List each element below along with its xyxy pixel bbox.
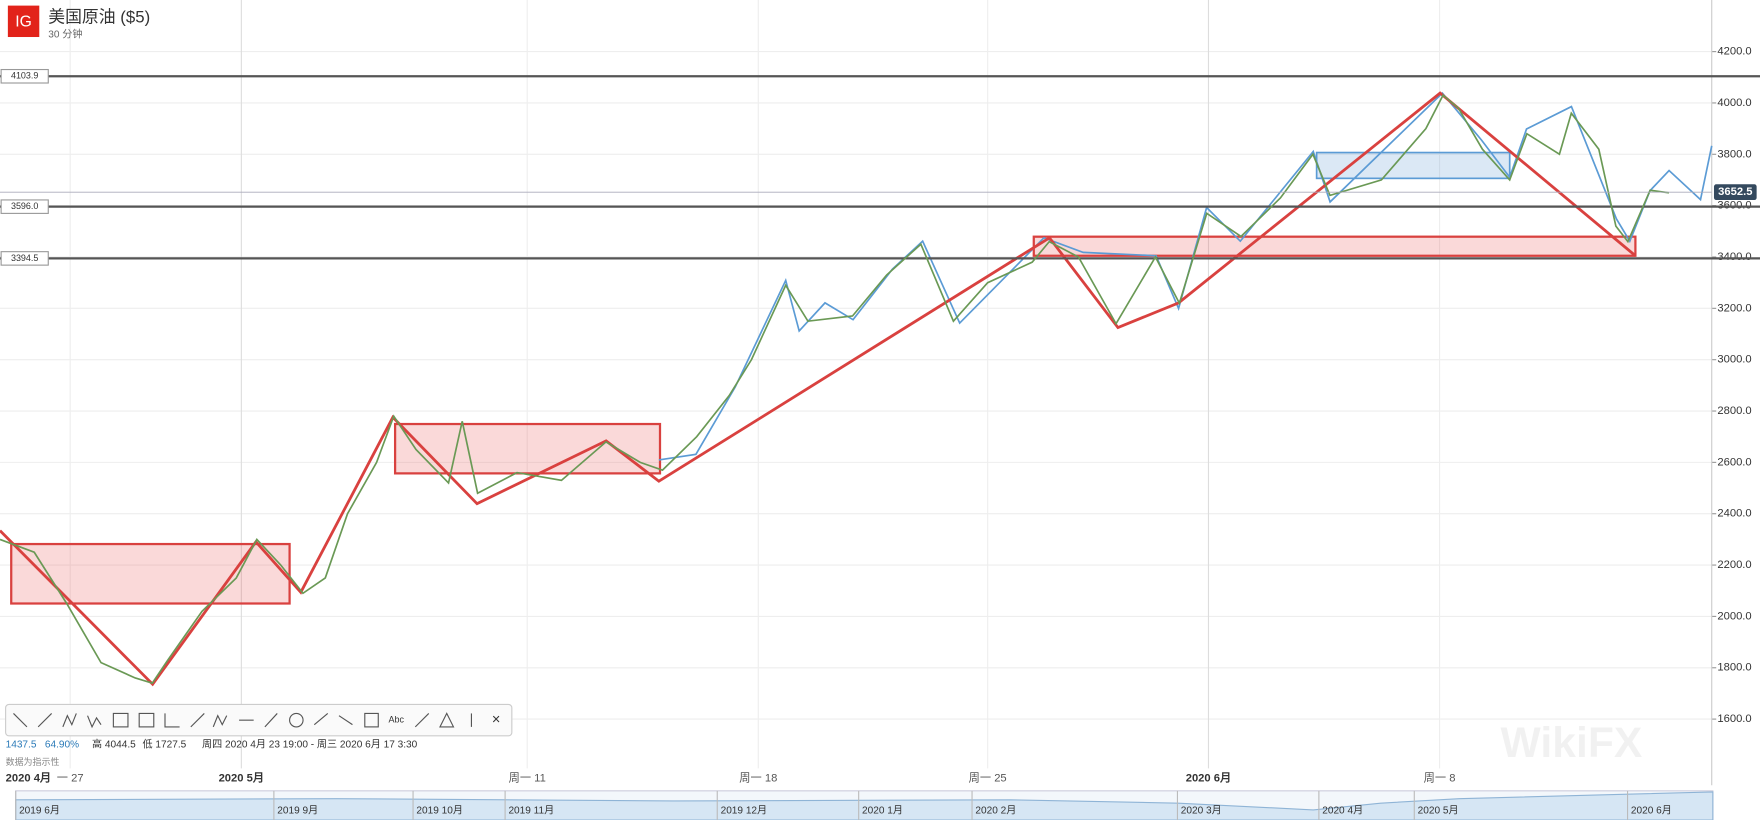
x-tick-label: 2020 6月 <box>1186 771 1232 784</box>
price-line <box>0 93 1670 685</box>
tool-icon[interactable] <box>62 713 77 728</box>
grid <box>0 0 1717 786</box>
wave-line <box>658 91 1713 461</box>
zone <box>1032 235 1637 257</box>
drawings <box>0 91 1713 687</box>
logo-box <box>7 5 40 38</box>
navigator-label: 2020 6月 <box>1631 805 1672 817</box>
y-tick-label: 2800.0 <box>1717 405 1751 417</box>
zone <box>1315 151 1511 180</box>
y-tick-label: 3200.0 <box>1717 302 1751 314</box>
y-tick-label: 2600.0 <box>1717 456 1751 468</box>
interval: 30 分钟 <box>48 27 82 40</box>
y-tick-label: 1600.0 <box>1717 713 1751 725</box>
level-tag <box>0 68 49 84</box>
tool-icon[interactable] <box>13 713 28 728</box>
y-tick-label: 3400.0 <box>1717 251 1751 263</box>
level-label: 4103.9 <box>11 71 38 81</box>
tool-icon[interactable] <box>112 712 129 728</box>
toolbar: Abc × <box>5 703 513 737</box>
info-low: 低 1727.5 <box>143 738 187 751</box>
text-tool[interactable]: Abc <box>388 715 404 725</box>
level-tag <box>0 251 49 266</box>
navigator-label: 2019 11月 <box>508 805 554 817</box>
level-label: 3394.5 <box>11 253 38 263</box>
logo: IG <box>15 14 32 31</box>
instrument-title: 美国原油 ($5) <box>48 7 150 26</box>
x-tick-label: 周一 18 <box>739 771 777 784</box>
info-range: 周四 2020 4月 23 19:00 - 周三 2020 6月 17 3:30 <box>202 739 418 751</box>
info-value: 1437.5 <box>6 740 37 751</box>
y-tick-label: 4200.0 <box>1717 46 1751 58</box>
navigator-label: 2020 1月 <box>862 805 903 817</box>
x-tick-label: 周一 25 <box>969 771 1007 784</box>
info-pct: 64.90% <box>45 740 79 751</box>
plot: 1600.0 1800.0 2000.0 2200.0 2400.0 2600.0 2800… <box>0 46 1760 784</box>
last-price-label: 3652.5 <box>1718 186 1752 198</box>
x-tick-label: 一 27 <box>57 772 84 784</box>
y-tick-label: 3800.0 <box>1717 148 1751 160</box>
info-note: 数据为指示性 <box>6 756 60 767</box>
tool-icon[interactable] <box>164 713 180 728</box>
last-price-tag <box>1713 184 1757 201</box>
y-tick-label: 1800.0 <box>1717 662 1751 674</box>
info-high: 高 4044.5 <box>92 738 136 751</box>
tool-icon[interactable] <box>414 713 430 728</box>
x-tick-label: 2020 4月 <box>6 771 52 784</box>
zone <box>393 422 662 475</box>
level-tag <box>0 199 49 214</box>
y-tick-label: 2000.0 <box>1717 610 1751 622</box>
level-label: 3596.0 <box>11 201 38 211</box>
x-tick-label: 2020 5月 <box>219 771 265 784</box>
zone <box>10 542 291 605</box>
tool-icon[interactable] <box>212 714 228 728</box>
navigator: 2019 6月 2019 9月 2019 10月 2019 11月 2019 12月 20… <box>15 790 1714 820</box>
toolbar-box <box>5 703 513 737</box>
tool-icon[interactable] <box>264 713 278 728</box>
navigator-label: 2020 2月 <box>975 805 1016 817</box>
tool-icon[interactable] <box>313 713 329 726</box>
tool-icon[interactable] <box>190 713 205 728</box>
navigator-label: 2020 4月 <box>1322 805 1363 817</box>
y-tick-label: 2400.0 <box>1717 508 1751 520</box>
watermark: WikiFX <box>1501 719 1643 767</box>
tool-icon[interactable] <box>439 712 455 728</box>
navigator-label: 2019 9月 <box>277 805 318 817</box>
close-button[interactable]: × <box>492 712 501 728</box>
tool-icon[interactable] <box>338 715 353 726</box>
y-tick-label: 4000.0 <box>1717 97 1751 109</box>
tool-icon[interactable] <box>87 715 102 729</box>
y-tick-label: 2200.0 <box>1717 559 1751 571</box>
navigator-label: 2020 5月 <box>1418 805 1459 817</box>
tool-icon[interactable] <box>138 712 155 728</box>
navigator-label: 2019 10月 <box>416 805 463 817</box>
tool-icon[interactable] <box>37 713 53 728</box>
x-tick-label: 周一 11 <box>509 771 546 784</box>
navigator-label: 2019 12月 <box>721 805 768 817</box>
navigator-area <box>15 791 1714 820</box>
navigator-label: 2020 3月 <box>1181 805 1222 817</box>
tool-icon[interactable] <box>364 712 379 728</box>
x-tick-label: 周一 8 <box>1424 771 1456 784</box>
navigator-label: 2019 6月 <box>19 805 60 817</box>
y-tick-label: 3000.0 <box>1717 354 1751 366</box>
tool-icon[interactable] <box>289 712 304 728</box>
